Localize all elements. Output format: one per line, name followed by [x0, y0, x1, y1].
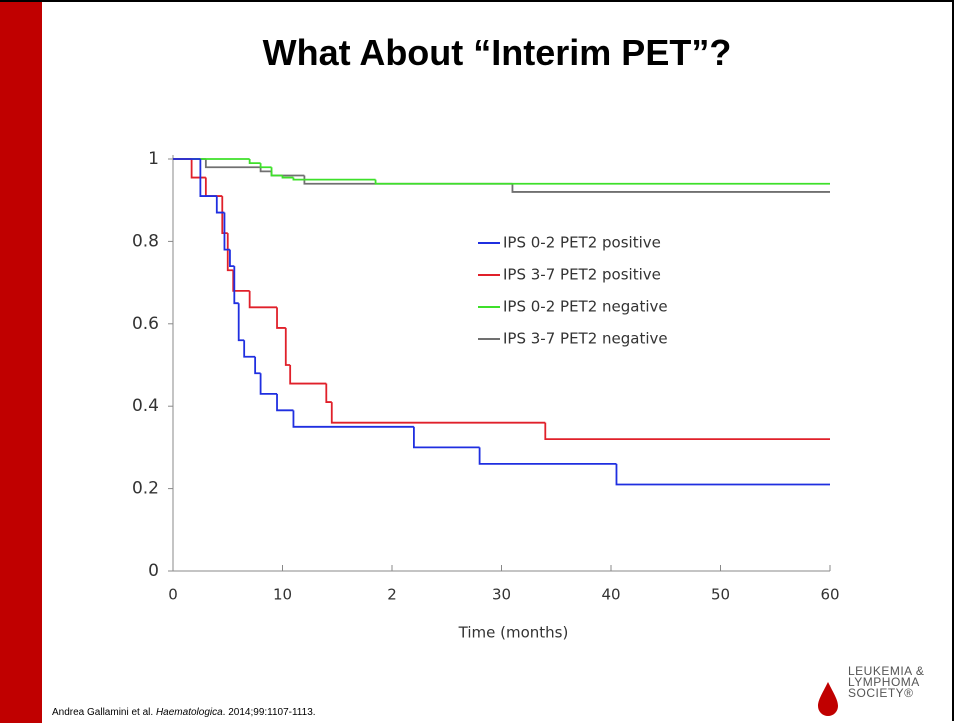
survival-step: [289, 365, 327, 385]
x-tick-label: 30: [492, 586, 511, 604]
logo: LEUKEMIA & LYMPHOMA SOCIETY®: [848, 664, 925, 700]
survival-step: [259, 163, 272, 169]
survival-step: [511, 183, 830, 193]
survival-step: [204, 159, 261, 169]
survival-step: [270, 167, 283, 177]
y-tick-label: 0.2: [132, 479, 159, 499]
x-tick-label: 10: [273, 586, 292, 604]
x-tick-label: 40: [601, 586, 620, 604]
y-tick-label: 0.4: [132, 396, 159, 416]
x-tick-label: 60: [820, 586, 839, 604]
survival-step: [223, 212, 230, 251]
logo-text: LEUKEMIA &: [848, 664, 925, 678]
citation-journal: Haematologica: [155, 707, 223, 718]
survival-step: [292, 410, 414, 428]
y-tick-label: 1: [148, 149, 159, 169]
legend-label: IPS 0-2 PET2 positive: [503, 234, 661, 252]
legend-label: IPS 0-2 PET2 negative: [503, 298, 668, 316]
survival-step: [254, 356, 261, 375]
slide-title: What About “Interim PET”?: [262, 32, 732, 73]
survival-step: [325, 383, 332, 403]
survival-step: [243, 340, 256, 358]
survival-step: [478, 447, 617, 465]
survival-step: [215, 196, 225, 214]
survival-step: [292, 177, 376, 181]
survival-step: [374, 179, 830, 185]
survival-step: [259, 373, 278, 395]
logo-text: SOCIETY®: [848, 686, 914, 700]
survival-step: [276, 307, 286, 329]
x-axis-label: Time (months): [458, 624, 569, 642]
survival-step: [232, 270, 250, 292]
x-tick-label: 0: [168, 586, 178, 604]
x-tick-label: 50: [711, 586, 730, 604]
survival-step: [204, 177, 223, 197]
y-tick-label: 0: [148, 561, 159, 581]
survival-step: [221, 196, 228, 235]
legend-label: IPS 3-7 PET2 negative: [503, 330, 668, 348]
y-tick-label: 0.8: [132, 231, 159, 251]
survival-step: [237, 303, 245, 342]
red-bar: [0, 2, 42, 723]
survival-step: [199, 159, 217, 197]
survival-step: [284, 327, 291, 366]
survival-step: [248, 290, 278, 309]
citation-authors: Andrea Gallamini et al.: [52, 707, 156, 718]
survival-step: [259, 167, 272, 173]
x-tick-label: 2: [387, 586, 397, 604]
survival-step: [615, 463, 830, 486]
survival-step: [276, 393, 294, 412]
survival-step: [281, 175, 294, 179]
survival-step: [413, 426, 480, 449]
citation: Andrea Gallamini et al. Haematologica. 2…: [52, 707, 316, 718]
legend-label: IPS 3-7 PET2 positive: [503, 266, 661, 284]
logo-text: LYMPHOMA: [848, 675, 920, 689]
survival-step: [190, 159, 206, 179]
y-tick-label: 0.6: [132, 314, 159, 334]
survival-step: [226, 233, 234, 272]
survival-step: [229, 249, 235, 268]
survival-step: [544, 422, 830, 441]
survival-step: [233, 266, 239, 305]
survival-step: [330, 402, 546, 424]
citation-details: . 2014;99:1107-1113.: [222, 707, 316, 718]
survival-step: [248, 159, 261, 165]
logo-drop: [818, 682, 838, 716]
